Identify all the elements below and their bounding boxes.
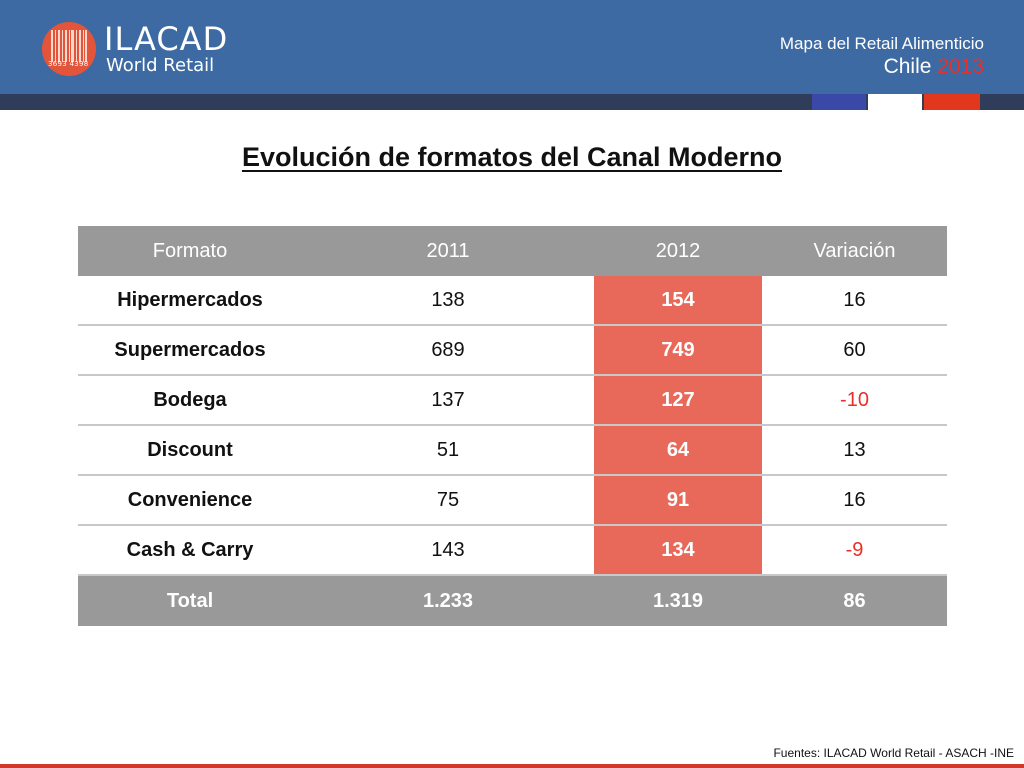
barcode-logo-icon: 3693 4398 bbox=[42, 22, 96, 76]
table-row: Hipermercados 138 154 16 bbox=[78, 276, 947, 326]
formats-table: Formato 2011 2012 Variación Hipermercado… bbox=[78, 226, 947, 626]
header-formato: Formato bbox=[152, 239, 228, 262]
header-line2: Chile 2013 bbox=[780, 54, 984, 80]
table-row: Convenience 75 91 16 bbox=[78, 476, 947, 526]
bottom-accent-line bbox=[0, 764, 1024, 768]
logo-name: ILACAD bbox=[104, 20, 229, 58]
cell-2012: 127 bbox=[594, 376, 762, 424]
cell-formato: Bodega bbox=[153, 388, 227, 411]
cell-formato: Hipermercados bbox=[117, 288, 263, 311]
logo-subtitle: World Retail bbox=[106, 55, 215, 76]
table-row: Bodega 137 127 -10 bbox=[78, 376, 947, 426]
cell-2011: 51 bbox=[436, 438, 460, 461]
cell-variacion: 16 bbox=[843, 488, 866, 511]
total-label: Total bbox=[166, 589, 214, 612]
table-total-row: Total 1.233 1.319 86 bbox=[78, 576, 947, 626]
cell-2012: 134 bbox=[594, 526, 762, 574]
header-line1: Mapa del Retail Alimenticio bbox=[779, 34, 984, 53]
header-country: Chile bbox=[883, 55, 932, 78]
cell-variacion: 60 bbox=[843, 338, 866, 361]
cell-variacion: 16 bbox=[843, 288, 866, 311]
cell-2011: 689 bbox=[431, 338, 465, 361]
cell-variacion: -9 bbox=[845, 538, 864, 561]
header-2012: 2012 bbox=[655, 239, 701, 262]
table-header-row: Formato 2011 2012 Variación bbox=[78, 226, 947, 276]
ilacad-logo: 3693 4398 ILACAD World Retail bbox=[42, 22, 242, 82]
header-2011: 2011 bbox=[426, 239, 470, 262]
slide-title: Evolución de formatos del Canal Moderno bbox=[241, 142, 783, 172]
cell-variacion: -10 bbox=[840, 388, 869, 411]
cell-formato: Convenience bbox=[127, 488, 253, 511]
header-band bbox=[0, 94, 1024, 110]
cell-formato: Cash & Carry bbox=[126, 538, 254, 561]
flag-stripe-blue bbox=[812, 94, 866, 110]
header-bar: 3693 4398 ILACAD World Retail Mapa del R… bbox=[0, 0, 1024, 94]
cell-2011: 75 bbox=[436, 488, 460, 511]
cell-variacion: 13 bbox=[843, 438, 866, 461]
cell-2012: 154 bbox=[594, 276, 762, 324]
total-2011: 1.233 bbox=[422, 589, 474, 612]
logo-numbers: 3693 4398 bbox=[48, 60, 89, 68]
table-row: Supermercados 689 749 60 bbox=[78, 326, 947, 376]
cell-2011: 143 bbox=[431, 538, 465, 561]
cell-formato: Discount bbox=[147, 438, 233, 461]
table-row: Cash & Carry 143 134 -9 bbox=[78, 526, 947, 576]
header-year: 2013 bbox=[937, 55, 984, 78]
cell-2012: 64 bbox=[594, 426, 762, 474]
cell-2012: 91 bbox=[594, 476, 762, 524]
total-2012: 1.319 bbox=[652, 589, 704, 612]
cell-formato: Supermercados bbox=[114, 338, 266, 361]
source-footnote: Fuentes: ILACAD World Retail - ASACH -IN… bbox=[773, 746, 1014, 760]
table-row: Discount 51 64 13 bbox=[78, 426, 947, 476]
flag-stripe-white bbox=[868, 94, 922, 110]
header-variacion: Variación bbox=[813, 239, 896, 262]
cell-2012: 749 bbox=[594, 326, 762, 374]
cell-2011: 138 bbox=[431, 288, 465, 311]
flag-stripe-red bbox=[924, 94, 980, 110]
total-variacion: 86 bbox=[843, 589, 866, 612]
header-caption: Mapa del Retail Alimenticio Chile 2013 bbox=[780, 34, 984, 80]
cell-2011: 137 bbox=[431, 388, 465, 411]
